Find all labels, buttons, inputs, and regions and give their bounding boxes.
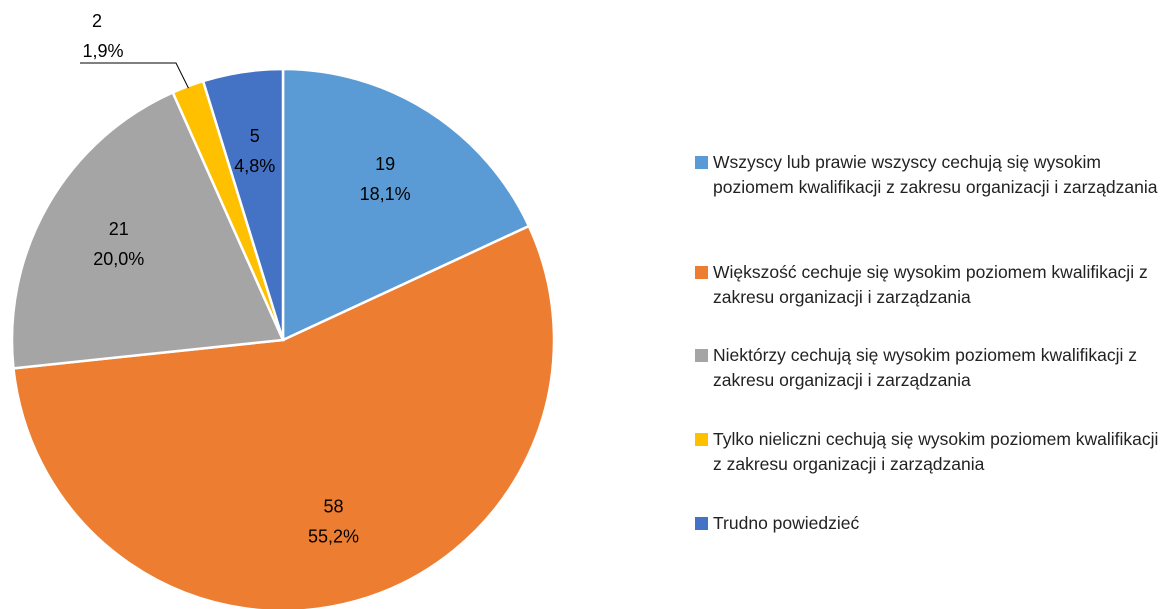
data-label: 19 — [375, 154, 395, 174]
pie-slice — [10, 90, 285, 370]
pie-slice — [281, 67, 531, 342]
data-label: 21 — [109, 219, 129, 239]
percent-label: 1,9% — [82, 41, 123, 61]
data-label: 5 — [250, 126, 260, 146]
pie-slice — [12, 224, 556, 609]
legend-entry: Większość cechuje się wysokim poziomem k… — [695, 260, 1160, 310]
percent-label: 20,0% — [93, 249, 144, 269]
leader-line — [80, 62, 189, 89]
legend-swatch — [695, 517, 708, 530]
legend-swatch — [695, 266, 708, 279]
legend-label: Niektórzy cechują się wysokim poziomem k… — [713, 345, 1138, 390]
data-label: 58 — [323, 497, 343, 517]
legend-swatch — [695, 433, 708, 446]
legend-label: Większość cechuje się wysokim poziomem k… — [713, 262, 1148, 307]
legend-entry: Trudno powiedzieć — [695, 511, 1160, 536]
legend-swatch — [695, 349, 708, 362]
legend-entry: Tylko nieliczni cechują się wysokim pozi… — [695, 427, 1160, 477]
data-label: 2 — [92, 11, 102, 31]
percent-label: 4,8% — [234, 156, 275, 176]
legend-label: Wszyscy lub prawie wszyscy cechują się w… — [713, 152, 1158, 197]
legend-label: Tylko nieliczni cechują się wysokim pozi… — [713, 429, 1159, 474]
percent-label: 55,2% — [308, 527, 359, 547]
pie-slice — [201, 67, 285, 341]
legend-entry: Wszyscy lub prawie wszyscy cechują się w… — [695, 150, 1160, 200]
percent-label: 18,1% — [360, 184, 411, 204]
legend-swatch — [695, 156, 708, 169]
legend-label: Trudno powiedzieć — [713, 513, 860, 533]
legend-entry: Niektórzy cechują się wysokim poziomem k… — [695, 343, 1160, 393]
